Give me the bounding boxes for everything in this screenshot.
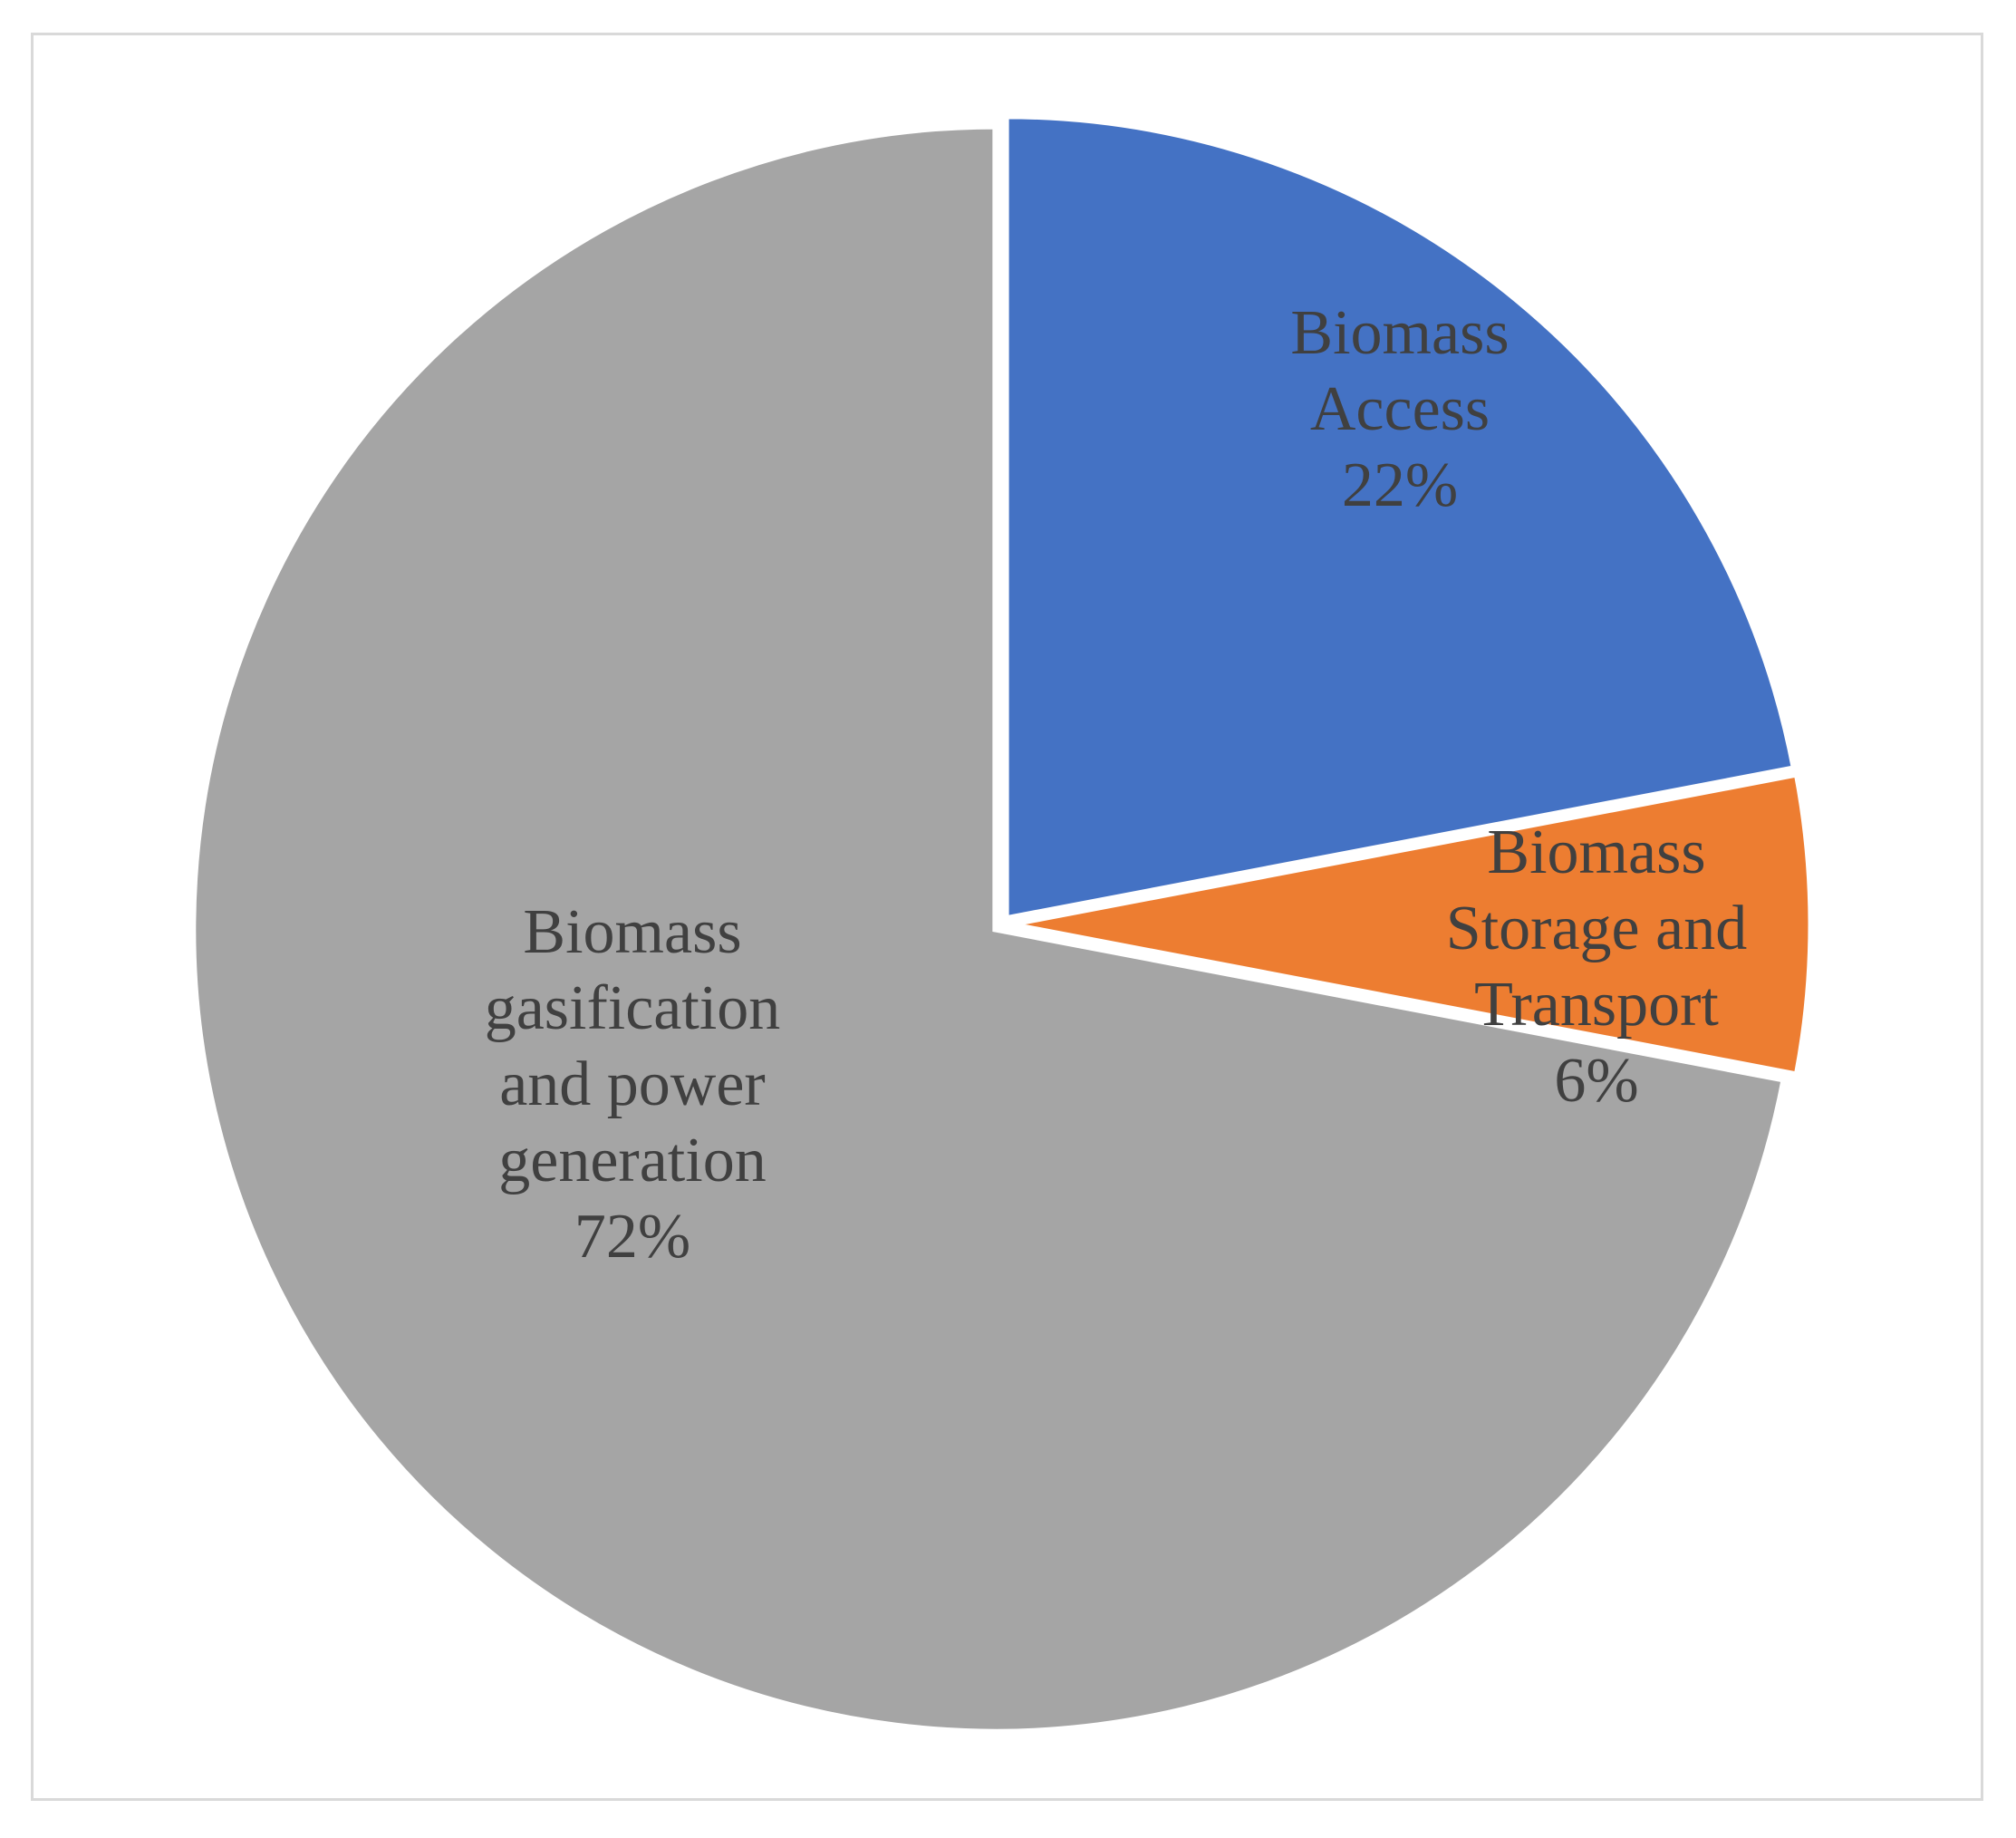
pie-slices: [189, 112, 1815, 1736]
slice-category-label: Storage and: [1446, 894, 1747, 963]
slice-value-label: 22%: [1342, 450, 1458, 520]
slice-label-1: Biomass Access 22%: [1290, 298, 1509, 520]
slice-label-3: Biomass gasification and power generation 72…: [485, 897, 781, 1272]
slice-category-label: and power: [499, 1050, 766, 1119]
slice-category-label: Biomass: [1487, 817, 1705, 887]
slice-category-label: Transport: [1474, 970, 1719, 1040]
slice-category-label: Biomass: [523, 897, 741, 967]
pie-slice-1: [1002, 112, 1799, 924]
slice-category-label: generation: [498, 1126, 766, 1195]
pie-slice-2: [1008, 769, 1815, 1079]
pie-labels: Biomass Access 22%Biomass Storage and Transp…: [485, 298, 1747, 1272]
slice-label-2: Biomass Storage and Transport 6%: [1446, 817, 1747, 1116]
slice-value-label: 6%: [1554, 1046, 1638, 1116]
slice-value-label: 72%: [574, 1202, 690, 1272]
slice-category-label: Biomass: [1290, 298, 1509, 368]
slice-category-label: Access: [1310, 374, 1490, 444]
slice-category-label: gasification: [485, 973, 781, 1043]
pie-slice-3: [189, 122, 1789, 1736]
